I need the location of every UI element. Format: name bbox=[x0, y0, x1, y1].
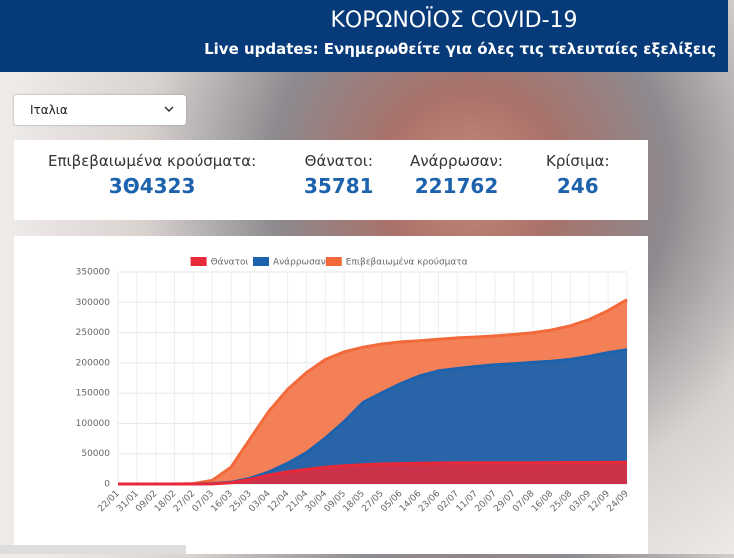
x-tick-label: 24/09 bbox=[605, 489, 631, 515]
legend-swatch bbox=[253, 257, 269, 266]
stat: Θάνατοι: 35781 bbox=[304, 152, 374, 198]
legend-swatch bbox=[190, 257, 207, 266]
select-value: Ιταλια bbox=[30, 103, 68, 117]
stats-box: Επιβεβαιωμένα κρούσματα: 3Θ4323 Θάνατοι: 3… bbox=[14, 140, 648, 220]
stat-value: 3Θ4323 bbox=[108, 174, 196, 198]
stat-label: Κρίσιμα: bbox=[546, 152, 610, 170]
y-tick-label: 150000 bbox=[76, 389, 111, 399]
legend-label: Ανάρρωσαν bbox=[273, 258, 326, 268]
stat: Κρίσιμα: 246 bbox=[546, 152, 610, 198]
y-tick-label: 200000 bbox=[76, 358, 111, 368]
y-tick-label: 300000 bbox=[76, 298, 111, 308]
stat-label: Ανάρρωσαν: bbox=[410, 152, 503, 170]
header-title: ΚΟΡΩΝΟΪΟΣ COVID-19 bbox=[330, 8, 578, 33]
stat-value: 246 bbox=[556, 174, 599, 198]
y-tick-label: 350000 bbox=[76, 268, 111, 278]
y-tick-label: 0 bbox=[104, 480, 110, 490]
y-tick-label: 100000 bbox=[76, 419, 111, 429]
header-subtitle: Live updates: Ενημερωθείτε για όλες τις … bbox=[204, 40, 716, 58]
chart: 0 50000 100000 150000 200000 250000 300000 3500… bbox=[76, 257, 631, 515]
stat: Επιβεβαιωμένα κρούσματα: 3Θ4323 bbox=[48, 152, 256, 198]
area-line bbox=[118, 298, 628, 486]
stat: Ανάρρωσαν: 221762 bbox=[410, 152, 503, 198]
area bbox=[118, 349, 627, 484]
legend-label: Θάνατοι bbox=[211, 258, 249, 268]
chart-panel: 0 50000 100000 150000 200000 250000 300000 3500… bbox=[14, 236, 648, 554]
area bbox=[118, 462, 627, 484]
bottom-strip bbox=[0, 545, 186, 554]
stat-label: Επιβεβαιωμένα κρούσματα: bbox=[48, 152, 257, 170]
y-tick-label: 50000 bbox=[81, 449, 110, 459]
chevron bbox=[164, 106, 174, 113]
header: ΚΟΡΩΝΟΪΟΣ COVID-19 Live updates: Ενημερω… bbox=[0, 0, 728, 72]
stat-value: 221762 bbox=[414, 174, 499, 198]
country-select[interactable]: Ιταλια bbox=[14, 95, 186, 125]
legend-label: Επιβεβαιωμένα κρούσματα bbox=[346, 257, 468, 268]
stat-label: Θάνατοι: bbox=[304, 152, 373, 170]
stat-value: 35781 bbox=[304, 174, 374, 198]
legend-swatch bbox=[325, 257, 342, 266]
y-tick-label: 250000 bbox=[76, 328, 111, 338]
area-line bbox=[118, 460, 628, 486]
